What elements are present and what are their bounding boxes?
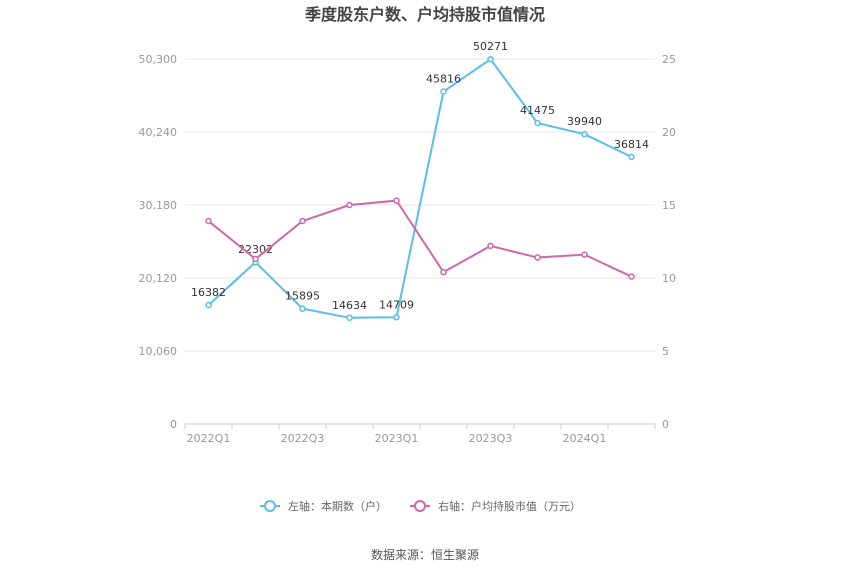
series-point-1 [205,301,212,309]
data-label: 16382 [191,286,226,299]
left-axis: 0 10,060 20,120 30,180 40,240 50,300 [139,53,178,431]
data-label: 36814 [614,138,649,151]
x-tick-label: 2023Q3 [469,432,513,445]
legend: 左轴：本期数（户） 右轴：户均持股市值（万元） [260,499,581,513]
series-point-2 [487,242,494,250]
data-label: 45816 [426,73,461,86]
chart-title: 季度股东户数、户均持股市值情况 [304,5,545,24]
left-tick-label: 10,060 [139,345,178,358]
right-tick-label: 5 [662,345,669,358]
x-tick-label: 2023Q1 [375,432,419,445]
series-point-2 [628,273,635,280]
legend-marker-1 [264,500,276,512]
series-point-1 [487,55,494,63]
right-tick-label: 20 [662,126,676,139]
legend-label-1: 左轴：本期数（户） [288,499,387,513]
left-tick-label: 40,240 [139,126,178,139]
data-label: 39940 [567,115,602,128]
series-point-2 [252,255,259,263]
series-point-2 [205,217,212,225]
left-tick-label: 0 [170,418,177,431]
left-tick-label: 30,180 [139,199,178,212]
series-point-1 [581,130,588,138]
right-tick-label: 10 [662,272,676,285]
right-axis: 0 5 10 15 20 25 [662,53,676,431]
series-line-2 [207,199,632,278]
left-tick-label: 20,120 [139,272,178,285]
grid [185,58,655,425]
data-label: 14634 [332,299,367,312]
source-note: 数据来源：恒生聚源 [371,547,479,562]
right-tick-label: 0 [662,418,669,431]
series-point-2 [346,201,353,209]
right-tick-label: 25 [662,53,676,66]
series-point-1 [299,305,306,312]
x-tick-label: 2022Q3 [281,432,325,445]
series-point-1 [393,314,400,321]
series-point-2 [299,217,306,225]
x-tick-label: 2024Q1 [563,432,607,445]
right-tick-label: 15 [662,199,676,212]
left-tick-label: 50,300 [139,53,178,66]
series-point-1 [534,119,541,127]
legend-marker-2 [414,500,426,512]
series-point-2 [534,254,541,261]
series-point-1 [346,314,353,322]
series-point-2 [581,251,588,258]
series-point-2 [393,197,400,204]
series-point-1 [628,153,635,161]
x-axis: 2022Q1 2022Q3 2023Q1 2023Q3 2024Q1 [184,424,656,445]
data-label: 50271 [473,40,508,53]
series-point-2 [440,268,447,276]
series-line-1 [207,58,632,319]
legend-label-2: 右轴：户均持股市值（万元） [438,499,581,513]
x-tick-label: 2022Q1 [187,432,231,445]
data-label: 15895 [285,290,320,303]
data-label: 41475 [520,104,555,117]
series-point-1 [440,88,447,95]
data-label: 14709 [379,298,414,311]
